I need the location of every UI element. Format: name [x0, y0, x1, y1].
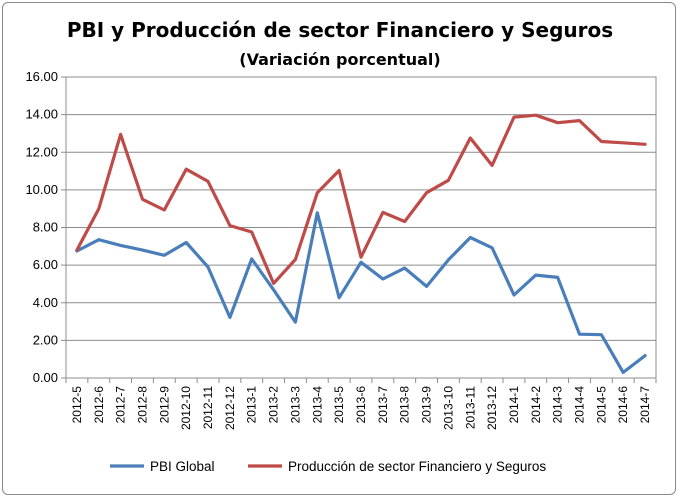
x-tick-label: 2012-12 [223, 386, 237, 430]
y-tick-label: 0.00 [33, 370, 58, 385]
x-tick-label: 2013-12 [485, 386, 499, 430]
x-tick-label: 2012-11 [201, 386, 215, 429]
x-tick-label: 2012-7 [114, 386, 128, 424]
x-tick-label: 2013-2 [267, 386, 281, 424]
x-tick-label: 2013-8 [398, 386, 412, 424]
y-tick-label: 16.00 [25, 69, 58, 84]
x-tick-label: 2012-9 [157, 386, 171, 424]
x-tick-label: 2012-6 [92, 386, 106, 424]
x-tick-label: 2012-10 [179, 386, 193, 430]
legend-label-2: Producción de sector Financiero y Seguro… [288, 459, 546, 474]
chart-title: PBI y Producción de sector Financiero y … [66, 18, 614, 42]
x-tick-label: 2013-7 [376, 386, 390, 424]
x-tick-label: 2014-4 [573, 386, 587, 424]
y-tick-label: 12.00 [25, 144, 58, 159]
x-tick-label: 2014-1 [507, 386, 521, 424]
x-tick-label: 2014-3 [551, 386, 565, 424]
x-tick-label: 2013-1 [245, 386, 259, 424]
x-tick-label: 2014-7 [638, 386, 652, 424]
y-tick-label: 10.00 [25, 182, 58, 197]
y-tick-label: 14.00 [25, 107, 58, 122]
chart-frame [2, 2, 676, 495]
x-tick-label: 2013-9 [420, 386, 434, 424]
series-line-1 [75, 211, 647, 374]
x-tick-label: 2014-5 [594, 386, 608, 424]
x-tick-label: 2012-5 [70, 386, 84, 424]
x-tick-label: 2013-11 [463, 386, 477, 429]
x-tick-label: 2012-8 [135, 386, 149, 424]
y-tick-label: 2.00 [33, 332, 58, 347]
x-tick-label: 2014-6 [616, 386, 630, 424]
y-tick-label: 6.00 [33, 257, 58, 272]
series-line-2 [75, 113, 647, 285]
x-tick-label: 2013-3 [288, 386, 302, 424]
x-tick-label: 2014-2 [529, 386, 543, 424]
x-tick-label: 2013-10 [441, 386, 455, 430]
legend-label-1: PBI Global [150, 459, 215, 474]
x-tick-label: 2013-5 [332, 386, 346, 424]
x-tick-label: 2013-6 [354, 386, 368, 424]
y-tick-label: 4.00 [33, 295, 58, 310]
chart-subtitle: (Variación porcentual) [239, 50, 441, 69]
y-tick-label: 8.00 [33, 220, 58, 235]
x-tick-label: 2013-4 [310, 386, 324, 424]
